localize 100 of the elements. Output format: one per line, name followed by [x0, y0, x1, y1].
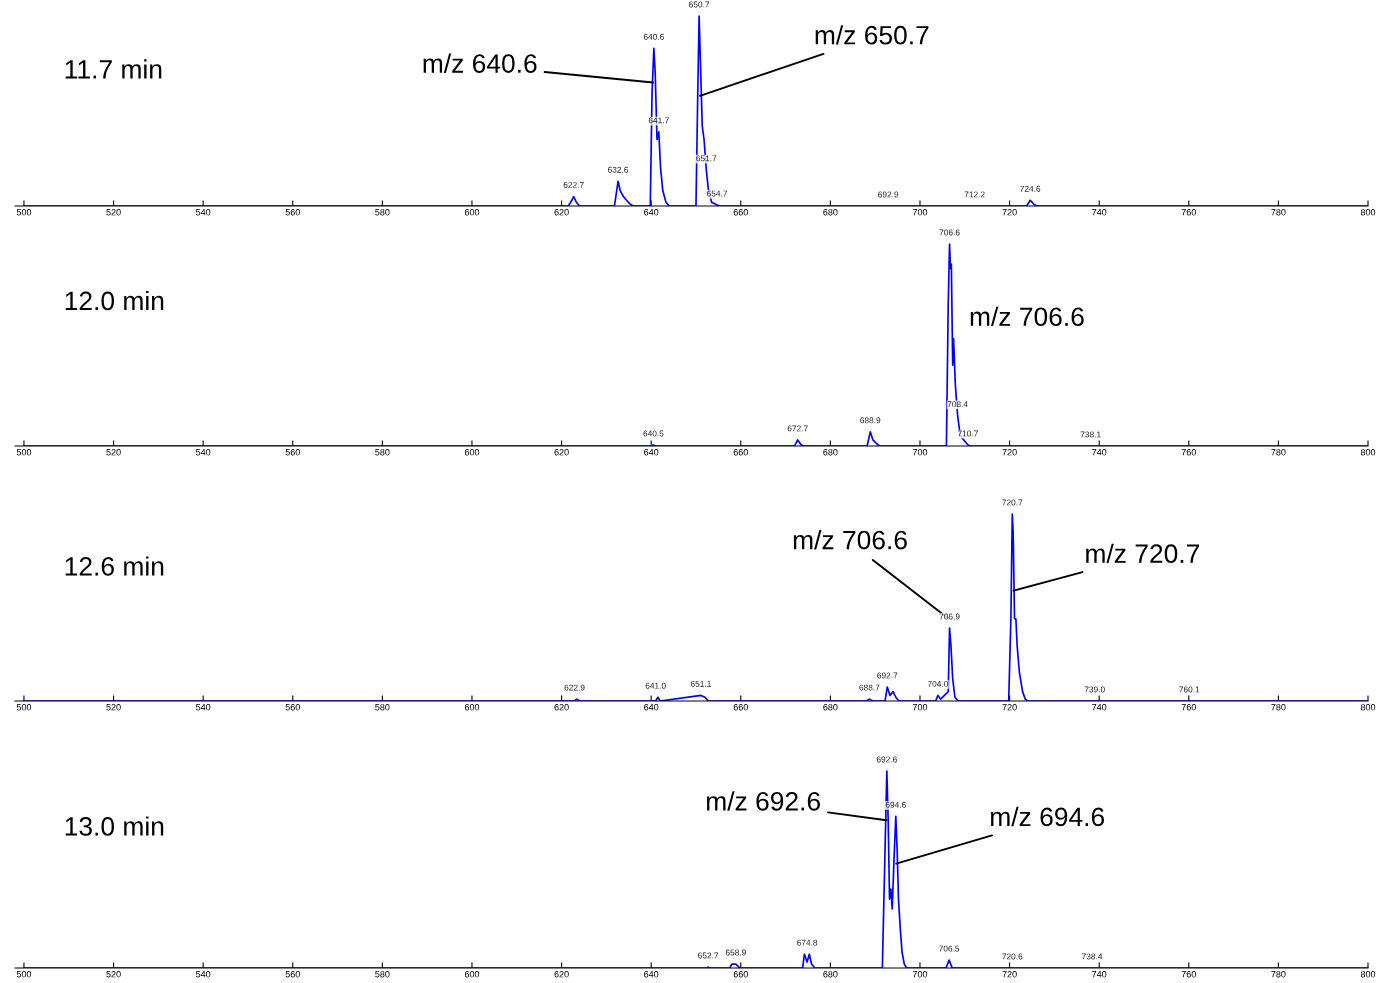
x-tick-label: 620 — [554, 209, 569, 216]
x-tick-label: 660 — [733, 449, 748, 456]
annotation: 760.1 — [1179, 686, 1200, 693]
annotation: m/z 650.7 — [815, 25, 929, 45]
annotation: m/z 720.7 — [1086, 543, 1200, 564]
x-tick-label: 620 — [554, 449, 569, 456]
annotation: 692.6 — [876, 756, 897, 763]
x-tick-label: 680 — [823, 449, 838, 456]
x-tick-label: 620 — [554, 971, 569, 978]
annotation: 622.9 — [564, 684, 585, 691]
x-tick-label: 680 — [823, 704, 838, 711]
x-tick-label: 600 — [464, 704, 480, 711]
annotation: 712.2 — [964, 191, 985, 198]
x-tick-label: 720 — [1002, 971, 1017, 978]
x-tick-label: 780 — [1271, 449, 1286, 456]
x-tick-label: 700 — [912, 449, 928, 456]
x-tick-label: 740 — [1092, 449, 1107, 456]
x-tick-label: 640 — [644, 971, 659, 978]
annotation: 706.5 — [939, 945, 960, 952]
x-tick-label: 600 — [464, 209, 480, 216]
annotation: 641.0 — [645, 682, 666, 689]
x-tick-label: 760 — [1181, 704, 1196, 711]
x-tick-label: 800 — [1360, 449, 1376, 456]
x-tick-label: 800 — [1360, 971, 1376, 978]
x-tick-label: 540 — [196, 704, 211, 711]
x-tick-label: 740 — [1092, 704, 1107, 711]
x-tick-label: 760 — [1181, 209, 1196, 216]
annotation: 640.6 — [643, 33, 664, 40]
x-tick-label: 720 — [1002, 704, 1017, 711]
x-tick-label: 620 — [554, 704, 569, 711]
x-tick-label: 520 — [106, 971, 121, 978]
x-tick-label: 520 — [106, 209, 121, 216]
x-tick-label: 580 — [375, 704, 390, 711]
annotation: m/z 706.6 — [793, 530, 907, 550]
annotation: 654.7 — [707, 190, 728, 197]
x-tick-label: 660 — [733, 209, 748, 216]
annotation: 688.7 — [859, 684, 880, 691]
annotation: 738.4 — [1082, 953, 1103, 960]
annotation: 708.4 — [947, 401, 968, 408]
x-tick-label: 680 — [823, 209, 838, 216]
annotation: 641.7 — [648, 117, 669, 124]
x-tick-label: 800 — [1360, 209, 1376, 216]
annotation: 674.8 — [797, 939, 818, 946]
x-tick-label: 520 — [106, 704, 121, 711]
annotation: 704.0 — [927, 680, 949, 687]
annotation: 650.7 — [689, 1, 710, 8]
annotation: 640.5 — [643, 430, 664, 437]
annotation: 651.7 — [696, 155, 717, 162]
x-tick-label: 740 — [1092, 971, 1107, 978]
x-tick-label: 640 — [644, 209, 659, 216]
x-tick-label: 780 — [1271, 209, 1286, 216]
x-tick-label: 800 — [1360, 704, 1376, 711]
x-tick-label: 700 — [912, 971, 928, 978]
x-tick-label: 680 — [823, 971, 838, 978]
annotation: 622.7 — [563, 182, 584, 188]
x-tick-label: 600 — [464, 449, 480, 456]
annotation: 738.1 — [1080, 431, 1101, 438]
annotation: 688.9 — [860, 417, 881, 424]
x-tick-label: 560 — [285, 449, 300, 456]
x-tick-label: 560 — [285, 209, 300, 216]
annotation: 720.7 — [1002, 499, 1023, 506]
x-tick-label: 640 — [644, 449, 659, 456]
annotation: 706.9 — [939, 613, 960, 620]
x-tick-label: 540 — [196, 971, 211, 978]
x-tick-label: 660 — [733, 971, 748, 978]
x-tick-label: 540 — [196, 449, 211, 456]
x-tick-label: 500 — [16, 971, 32, 978]
x-tick-label: 500 — [16, 209, 32, 216]
x-tick-label: 720 — [1002, 209, 1017, 216]
annotation: 632.6 — [608, 166, 629, 173]
x-tick-label: 600 — [464, 971, 480, 978]
x-tick-label: 700 — [912, 209, 928, 216]
x-tick-label: 580 — [375, 971, 390, 978]
x-tick-label: 520 — [106, 449, 121, 456]
annotation: m/z 640.6 — [423, 53, 537, 73]
x-tick-label: 500 — [16, 704, 32, 711]
annotation: 11.7 min — [65, 59, 162, 79]
x-tick-label: 560 — [285, 704, 300, 711]
annotation: 739.0 — [1084, 686, 1105, 693]
annotation: 652.7 — [698, 952, 719, 959]
annotation: 724.6 — [1020, 185, 1041, 192]
annotation: 720.6 — [1002, 953, 1023, 960]
x-tick-label: 740 — [1092, 209, 1107, 216]
annotation: m/z 706.6 — [970, 306, 1084, 327]
annotation: 710.7 — [957, 430, 978, 437]
x-tick-label: 780 — [1271, 704, 1286, 711]
annotation: 651.1 — [690, 680, 711, 687]
x-tick-label: 760 — [1181, 449, 1196, 456]
x-tick-label: 640 — [644, 704, 659, 711]
annotation: 658.9 — [725, 949, 746, 956]
x-tick-label: 780 — [1271, 971, 1286, 978]
x-tick-label: 580 — [375, 209, 390, 216]
annotation: 12.6 min — [65, 556, 164, 576]
x-tick-label: 720 — [1002, 449, 1017, 456]
x-tick-label: 500 — [16, 449, 32, 456]
x-tick-label: 580 — [375, 449, 390, 456]
x-tick-label: 700 — [912, 704, 928, 711]
x-tick-label: 560 — [285, 971, 300, 978]
annotation: 692.7 — [877, 672, 898, 679]
x-tick-label: 660 — [733, 704, 748, 711]
